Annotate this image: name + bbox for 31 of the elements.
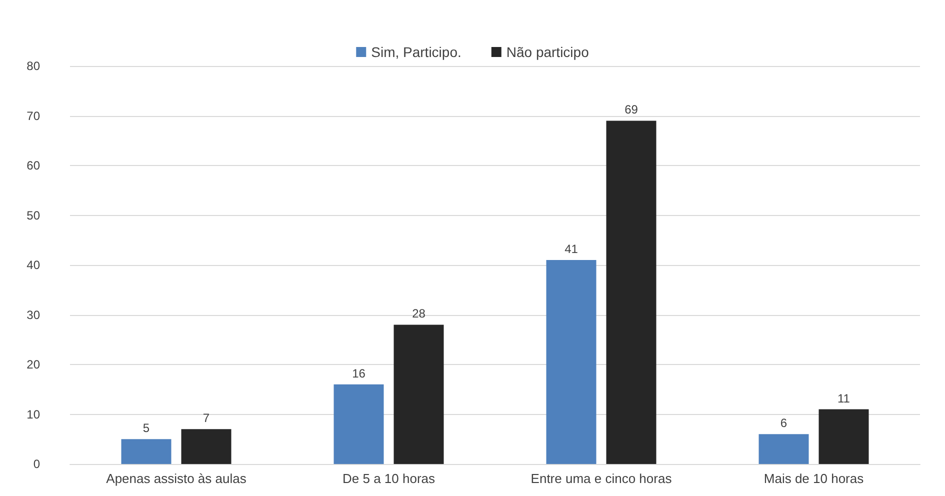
x-tick-label: De 5 a 10 horas [342,471,436,486]
bar [394,324,444,464]
data-label: 5 [142,421,150,436]
x-tick-label: Entre uma e cinco horas [530,471,672,486]
y-tick-label: 0 [33,457,40,471]
y-tick-label: 50 [26,208,40,222]
y-tick-label: 10 [26,407,40,422]
data-label: 7 [202,411,210,426]
x-tick-label: Apenas assisto às aulas [106,471,247,486]
y-tick-label: 20 [26,358,40,372]
legend-label: Sim, Participo. [371,44,462,60]
bar [181,429,232,464]
data-label: 11 [838,391,850,406]
data-label: 6 [780,416,788,430]
y-tick-label: 80 [26,59,40,73]
x-tick-label: Mais de 10 horas [764,471,864,486]
data-label: 28 [412,306,426,321]
legend-label: Não participo [506,44,590,60]
y-tick-label: 70 [26,108,40,123]
bar [758,434,809,464]
y-tick-label: 40 [26,258,40,272]
y-tick-label: 30 [26,308,40,322]
bar [818,409,869,464]
data-label: 69 [624,102,638,117]
bar [121,439,172,464]
data-label: 41 [564,242,578,256]
bar [334,384,384,464]
bar [546,260,596,464]
data-label: 16 [352,366,366,380]
bar [606,120,656,464]
y-tick-label: 60 [26,158,40,172]
